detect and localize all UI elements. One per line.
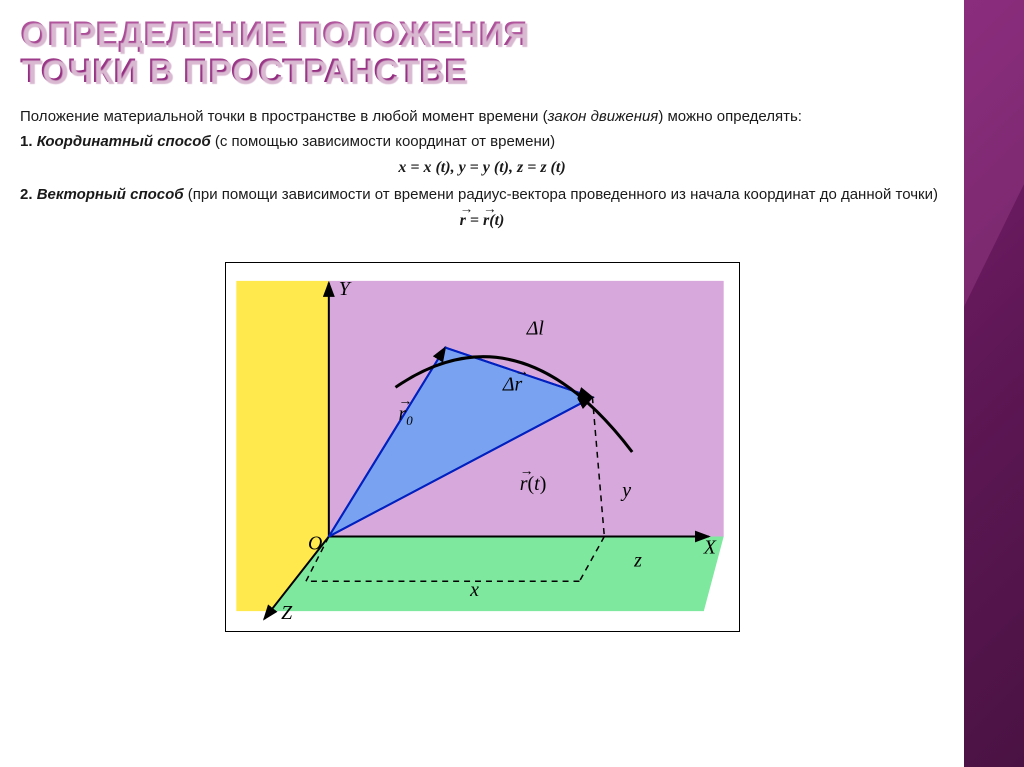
svg-text:→: → [398,392,412,408]
svg-text:→: → [514,362,528,378]
title-line-2: ТОЧКИ В ПРОСТРАНСТВЕ [20,53,944,90]
intro-paragraph: Положение материальной точки в пространс… [20,107,944,127]
decorative-sidebar [964,0,1024,767]
formula-r-vec: r [460,210,466,232]
method-2-formula: r = r(t) [20,210,944,232]
intro-emphasis: закон движения [548,108,659,125]
method-2: 2. Векторный способ (при помощи зависимо… [20,185,944,205]
intro-end: ) можно определять: [658,108,802,125]
svg-text:X: X [702,536,716,558]
svg-text:Z: Z [281,602,293,624]
intro-start: Положение материальной точки в пространс… [20,108,548,125]
method-1-desc: (с помощью зависимости координат от врем… [211,133,555,150]
svg-text:Δl: Δl [525,317,544,339]
formula-rt-vec: r [483,210,489,232]
method-2-number: 2. [20,186,37,203]
method-1-formula: x = x (t), y = y (t), z = z (t) [20,157,944,179]
method-1-label: Координатный способ [37,133,211,150]
method-1: 1. Координатный способ (с помощью зависи… [20,132,944,152]
title-line-1: ОПРЕДЕЛЕНИЕ ПОЛОЖЕНИЯ [20,16,944,53]
svg-text:y: y [620,479,631,501]
svg-text:→: → [519,462,533,478]
coordinate-diagram: OYXZr0→r(t)→Δr→Δlxyz [225,262,740,632]
svg-text:x: x [469,579,479,601]
svg-text:z: z [633,549,642,571]
diagram-container: OYXZr0→r(t)→Δr→Δlxyz [20,262,944,632]
method-2-label: Векторный способ [37,186,184,203]
body-text: Положение материальной точки в пространс… [20,107,944,232]
svg-text:O: O [307,532,321,554]
method-2-desc: (при помощи зависимости от времени радиу… [184,186,938,203]
method-1-number: 1. [20,133,37,150]
page-title: ОПРЕДЕЛЕНИЕ ПОЛОЖЕНИЯ ТОЧКИ В ПРОСТРАНСТ… [20,16,944,91]
svg-text:Y: Y [338,278,351,300]
